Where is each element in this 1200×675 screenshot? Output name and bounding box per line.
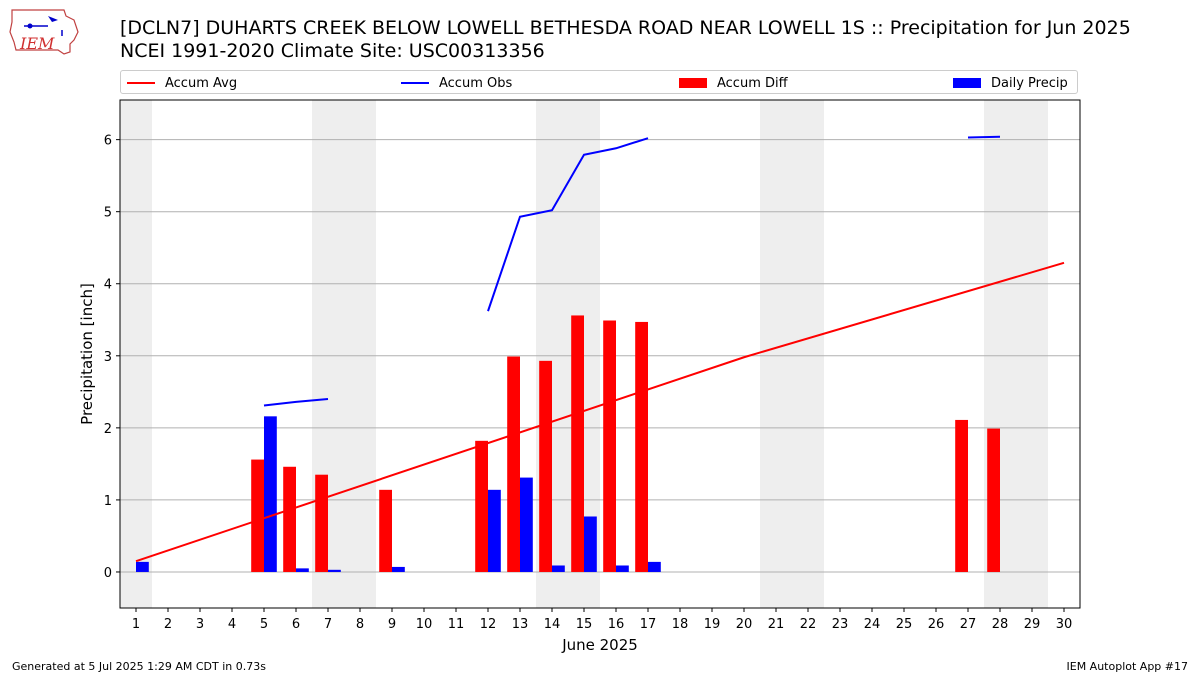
x-tick-label-12: 12 — [480, 617, 497, 632]
accum-diff-bar-14 — [539, 360, 552, 572]
weekend-band-3 — [760, 100, 824, 608]
legend-label-daily-precip: Daily Precip — [991, 75, 1068, 91]
x-tick-label-27: 27 — [960, 617, 977, 632]
accum-diff-bar-12 — [475, 440, 488, 572]
accum-diff-bar-6 — [283, 466, 296, 572]
legend-swatch-daily-precip — [953, 78, 981, 88]
grid-lines — [120, 139, 1080, 573]
y-ticks: 0 1 2 3 4 5 6 — [104, 134, 120, 581]
accum-obs-line-segment-1 — [487, 137, 649, 312]
daily-precip-bar-15 — [584, 516, 597, 572]
x-tick-label-15: 15 — [576, 617, 593, 632]
x-tick-label-16: 16 — [608, 617, 625, 632]
accum-diff-bar-27 — [955, 419, 968, 572]
generated-timestamp: Generated at 5 Jul 2025 1:29 AM CDT in 0… — [12, 660, 266, 673]
accum-diff-bar-13 — [507, 356, 520, 572]
x-tick-label-23: 23 — [832, 617, 849, 632]
x-tick-label-11: 11 — [448, 617, 465, 632]
chart-subtitle: NCEI 1991-2020 Climate Site: USC00313356 — [120, 40, 545, 62]
x-ticks: 1 2 3 4 5 6 7 8 9 10 11 12 13 14 15 16 17 18 19 20 21 22 23 24 2… — [132, 608, 1072, 632]
x-tick-label-3: 3 — [196, 617, 204, 632]
accum-diff-bar-7 — [315, 474, 328, 572]
x-tick-label-20: 20 — [736, 617, 753, 632]
daily-precip-bar-12 — [488, 489, 501, 572]
daily-precip-bar-16 — [616, 565, 629, 572]
weekend-band-0 — [120, 100, 152, 608]
x-tick-label-28: 28 — [992, 617, 1009, 632]
plot-frame — [119, 99, 1081, 609]
legend-swatch-accum-diff — [679, 78, 707, 88]
daily-precip-bar-6 — [296, 568, 309, 572]
legend-entry-accum-avg: Accum Avg — [127, 74, 237, 92]
x-tick-label-7: 7 — [324, 617, 332, 632]
daily-precip-bar-13 — [520, 477, 533, 572]
x-tick-label-8: 8 — [356, 617, 364, 632]
legend-label-accum-diff: Accum Diff — [717, 75, 788, 91]
x-tick-label-9: 9 — [388, 617, 396, 632]
legend-entry-daily-precip: Daily Precip — [953, 74, 1068, 92]
daily-precip-bar-14 — [552, 565, 565, 572]
y-tick-label-2: 2 — [104, 422, 112, 437]
legend-entry-accum-diff: Accum Diff — [679, 74, 788, 92]
iem-logo: IEM — [8, 6, 80, 58]
legend-swatch-accum-obs — [401, 82, 429, 84]
y-tick-label-0: 0 — [104, 566, 112, 581]
x-tick-label-26: 26 — [928, 617, 945, 632]
accum-obs-line-segment-2 — [967, 135, 1001, 139]
x-tick-label-30: 30 — [1056, 617, 1073, 632]
daily-precip-bar-9 — [392, 566, 405, 572]
x-tick-label-5: 5 — [260, 617, 268, 632]
accum-diff-bar-15 — [571, 315, 584, 572]
chart-legend: Accum Avg Accum Obs Accum Diff Daily Pre… — [120, 70, 1078, 94]
legend-label-accum-obs: Accum Obs — [439, 75, 513, 91]
y-tick-label-5: 5 — [104, 206, 112, 221]
x-tick-label-29: 29 — [1024, 617, 1041, 632]
y-tick-label-3: 3 — [104, 350, 112, 365]
app-credit: IEM Autoplot App #17 — [1066, 660, 1189, 673]
x-tick-label-25: 25 — [896, 617, 913, 632]
x-tick-label-1: 1 — [132, 617, 140, 632]
accum-diff-bar-9 — [379, 489, 392, 572]
y-tick-label-4: 4 — [104, 278, 112, 293]
series-lines — [135, 135, 1065, 563]
y-tick-label-6: 6 — [104, 134, 112, 149]
x-tick-label-4: 4 — [228, 617, 236, 632]
chart-title: [DCLN7] DUHARTS CREEK BELOW LOWELL BETHE… — [120, 17, 1131, 39]
x-axis-label: June 2025 — [561, 636, 638, 654]
accum-avg-line — [135, 261, 1065, 563]
x-tick-label-24: 24 — [864, 617, 881, 632]
accum-obs-line-segment-0 — [263, 398, 329, 407]
x-tick-label-13: 13 — [512, 617, 529, 632]
legend-label-accum-avg: Accum Avg — [165, 75, 238, 91]
accum-diff-bar-16 — [603, 320, 616, 572]
legend-entry-accum-obs: Accum Obs — [401, 74, 512, 92]
accum-diff-bar-28 — [987, 428, 1000, 572]
x-tick-label-14: 14 — [544, 617, 561, 632]
x-tick-label-17: 17 — [640, 617, 657, 632]
x-tick-label-21: 21 — [768, 617, 785, 632]
accum-diff-bar-5 — [251, 459, 264, 572]
accum-diff-bar-17 — [635, 321, 648, 572]
daily-precip-bar-5 — [264, 416, 277, 572]
x-tick-label-18: 18 — [672, 617, 689, 632]
x-tick-label-6: 6 — [292, 617, 300, 632]
y-axis-label: Precipitation [inch] — [78, 283, 96, 425]
legend-swatch-accum-avg — [127, 82, 155, 84]
daily-precip-bar-17 — [648, 561, 661, 572]
x-tick-label-2: 2 — [164, 617, 172, 632]
x-tick-label-22: 22 — [800, 617, 817, 632]
y-tick-label-1: 1 — [104, 494, 112, 509]
x-tick-label-10: 10 — [416, 617, 433, 632]
logo-text: IEM — [19, 34, 55, 53]
x-tick-label-19: 19 — [704, 617, 721, 632]
daily-precip-bar-7 — [328, 569, 341, 572]
daily-precip-bar-1 — [136, 561, 149, 572]
